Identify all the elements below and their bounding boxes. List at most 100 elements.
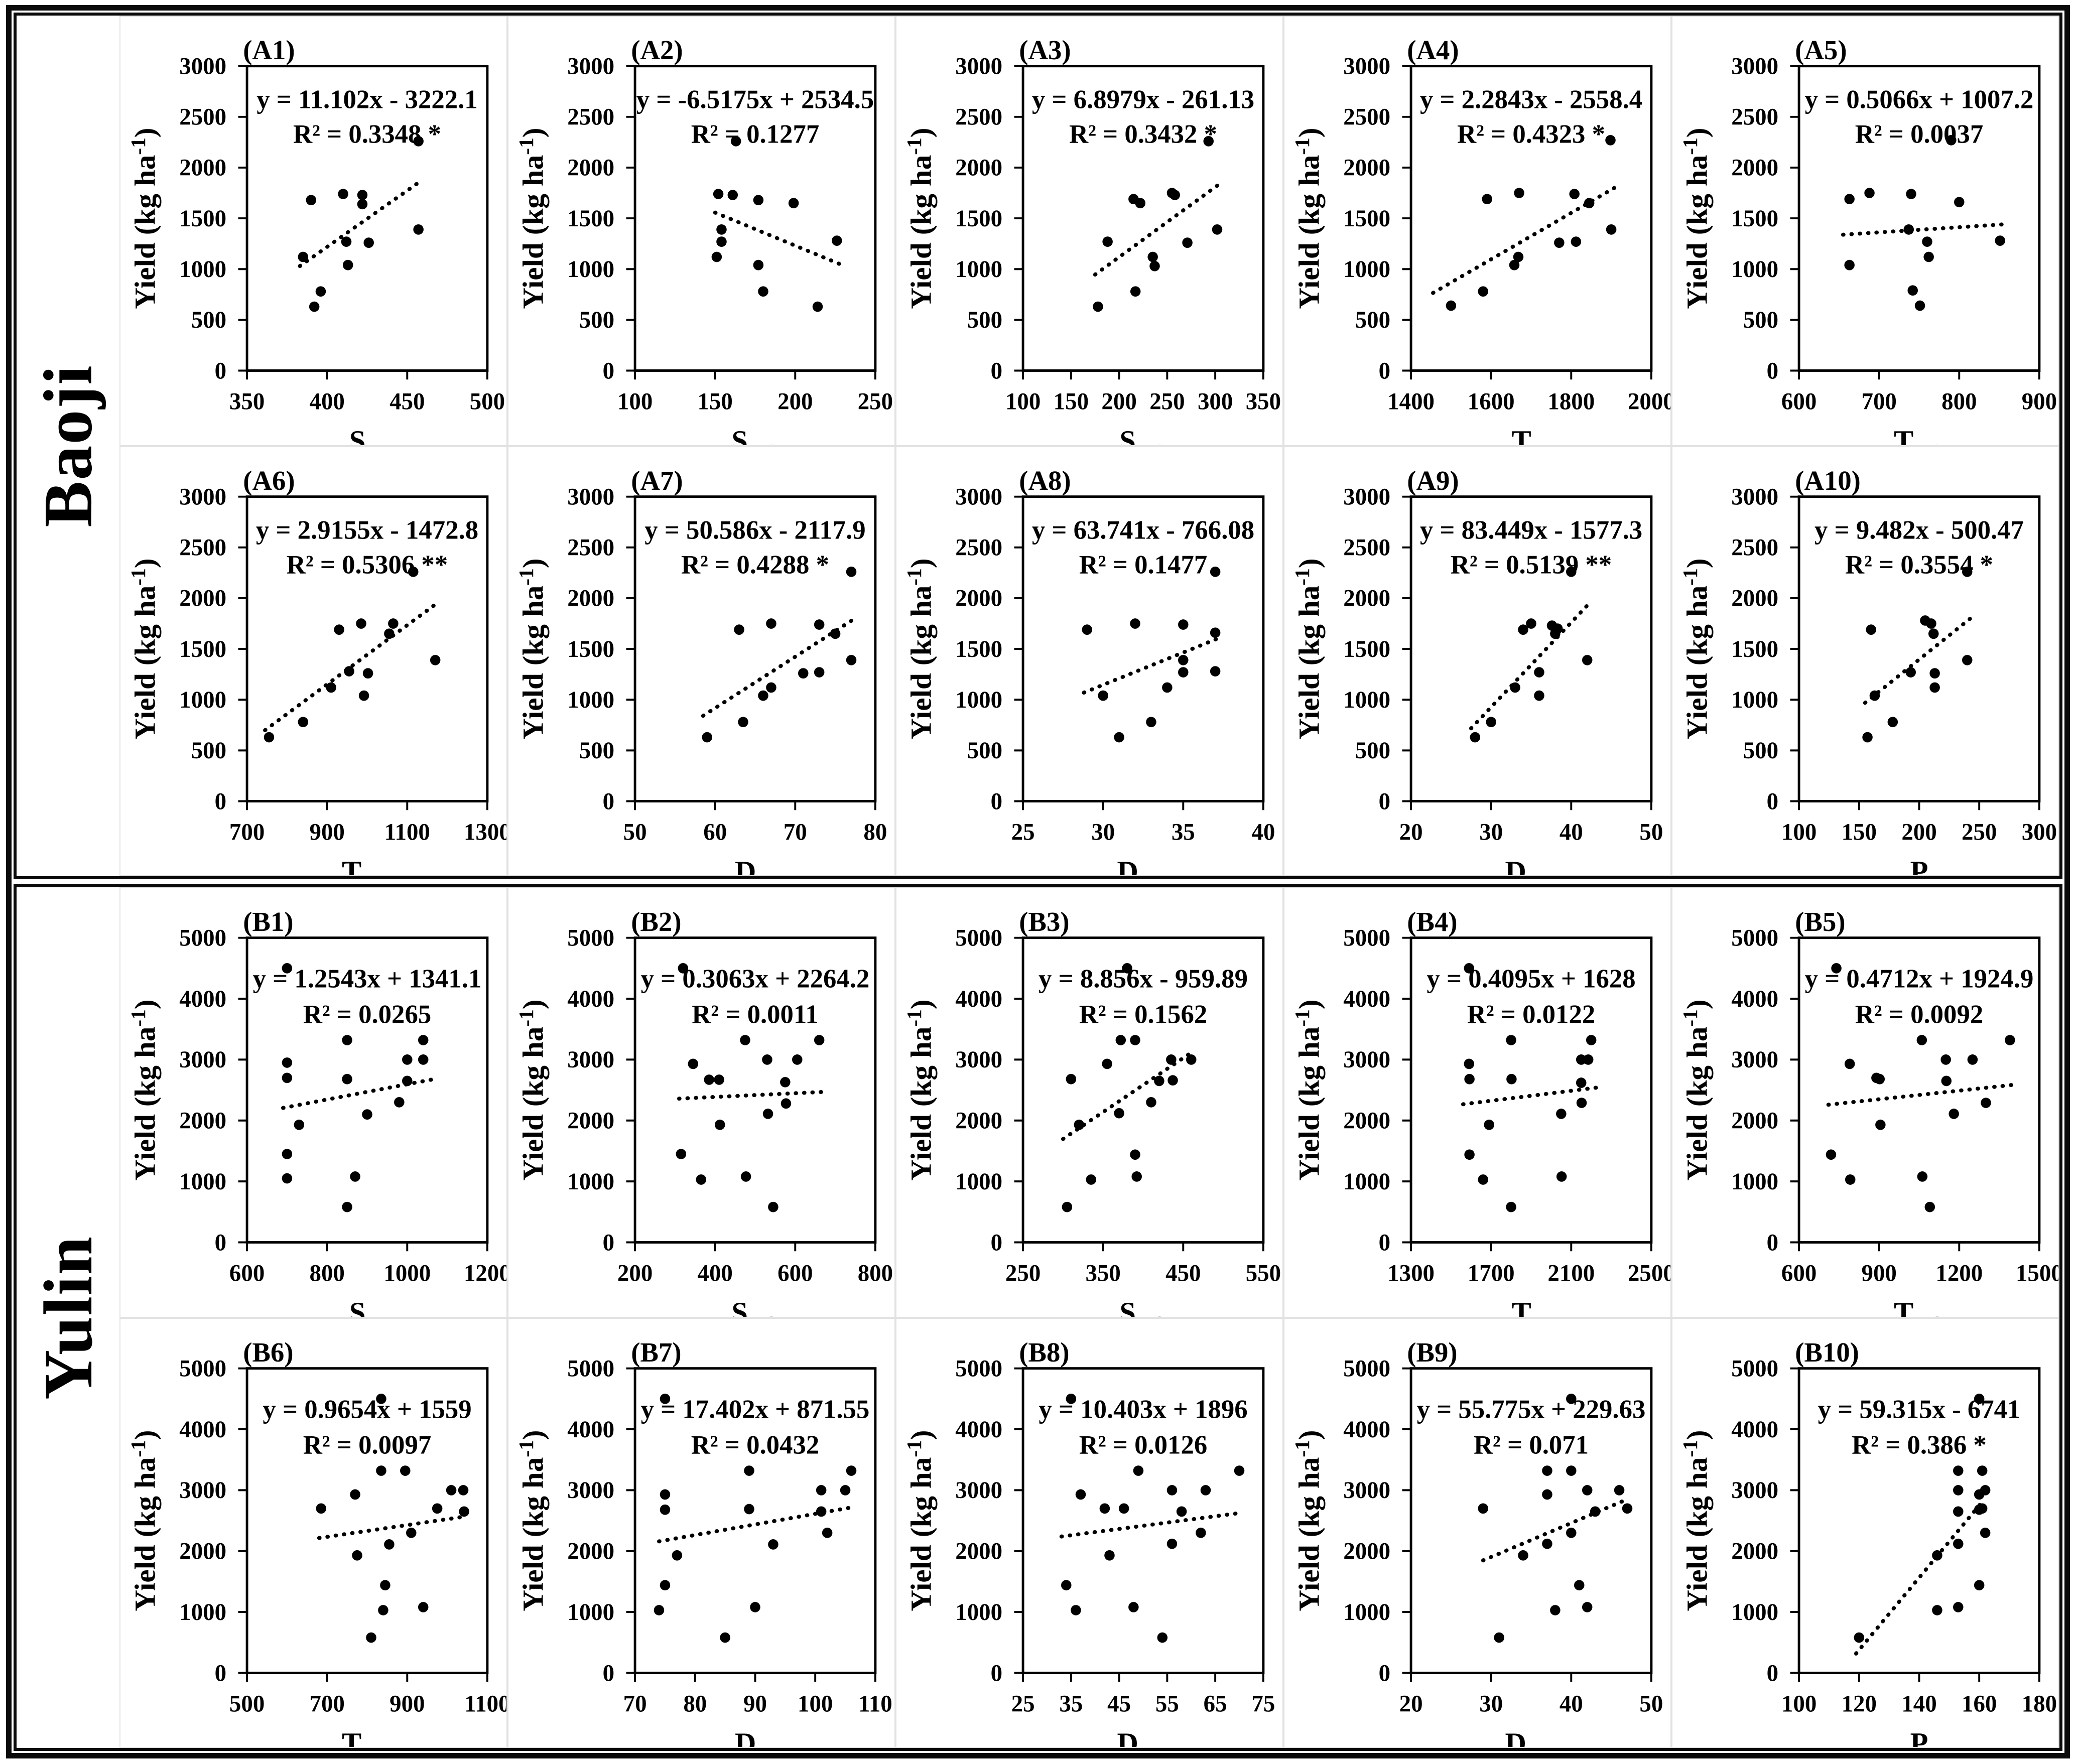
y-tick-label: 0 — [603, 1660, 614, 1686]
equation-text: y = 59.315x - 6741 — [1818, 1395, 2021, 1424]
x-tick-label: 600 — [1781, 388, 1817, 415]
data-point — [1953, 1601, 1964, 1612]
data-point — [1102, 236, 1113, 247]
panel-a3-chart: 0 500 1000 1500 2000 2500 3000 100 150 200 250 300 3… — [895, 16, 1283, 446]
y-axis-label: Yield (kg ha-1) — [126, 1430, 161, 1611]
data-point — [1464, 963, 1475, 974]
y-axis-label: Yield (kg ha-1) — [1290, 558, 1325, 739]
data-point — [1082, 624, 1093, 635]
data-point — [1166, 1054, 1177, 1065]
x-tick-label: 150 — [1842, 819, 1877, 845]
y-axis-label: Yield (kg ha-1) — [514, 999, 549, 1180]
data-point — [1953, 1506, 1964, 1517]
data-point — [1980, 1484, 1991, 1496]
x-tick-label: 30 — [1091, 819, 1115, 845]
data-point — [1478, 286, 1488, 297]
data-point — [306, 195, 317, 206]
plot-box — [633, 1367, 877, 1674]
x-tick-label: 1100 — [464, 1691, 506, 1717]
trend-line — [1082, 634, 1224, 695]
x-tick-label: 35 — [1059, 1691, 1083, 1717]
data-point — [744, 1504, 754, 1514]
panel-a4-chart: 0 500 1000 1500 2000 2500 3000 1400 1600 1800 2000… — [1283, 16, 1671, 446]
data-point — [326, 682, 336, 693]
data-point — [1914, 300, 1925, 311]
data-point — [1844, 1058, 1855, 1069]
data-point — [846, 1465, 857, 1476]
y-tick-label: 3000 — [955, 1047, 1002, 1073]
plot-box — [245, 1367, 489, 1674]
data-point — [1210, 627, 1221, 638]
panel-a5-chart: 0 500 1000 1500 2000 2500 3000 600 700 800 900 (A5)… — [1671, 16, 2059, 446]
panel-b1-chart: 0 1000 2000 3000 4000 5000 600 800 1000 1200 (B1) y… — [119, 887, 507, 1318]
y-tick-label: 3000 — [179, 1047, 226, 1073]
x-tick-label: 250 — [858, 388, 893, 415]
data-point — [740, 1035, 750, 1045]
x-tick-label: 110 — [858, 1691, 892, 1717]
y-tick-label: 0 — [991, 358, 1002, 384]
x-tick-label: 45 — [1107, 1691, 1131, 1717]
data-point — [1905, 666, 1916, 677]
y-axis-label: Yield (kg ha-1) — [514, 127, 549, 309]
x-axis-label: TRG — [342, 855, 393, 875]
section-label-yulin: Yulin — [30, 1235, 107, 1400]
y-tick-label: 0 — [603, 788, 614, 815]
data-point — [1584, 198, 1595, 209]
panel-a6-chart: 0 500 1000 1500 2000 2500 3000 700 900 1100 1300 (A… — [119, 446, 507, 876]
data-point — [358, 690, 369, 701]
x-tick-label: 1300 — [464, 819, 506, 845]
x-tick-label: 900 — [2022, 388, 2057, 415]
x-tick-label: 400 — [698, 1260, 733, 1286]
y-tick-label: 5000 — [567, 925, 614, 951]
x-axis-label: DRG — [1505, 1727, 1558, 1747]
equation-text: y = 63.741x - 766.08 — [1032, 515, 1254, 545]
x-tick-label: 900 — [310, 819, 345, 845]
data-point — [1130, 1035, 1140, 1045]
y-tick-label: 2000 — [1343, 1538, 1390, 1564]
data-point — [1167, 1075, 1178, 1086]
data-point — [1114, 1108, 1124, 1119]
data-point — [1162, 682, 1173, 693]
data-point — [816, 1506, 827, 1517]
trend-line — [1826, 1082, 2015, 1107]
y-tick-label: 2500 — [179, 104, 226, 130]
data-point — [1464, 1058, 1475, 1069]
trend-line — [713, 210, 842, 266]
panel-label: (A3) — [1019, 35, 1071, 65]
y-axis-label: Yield (kg ha-1) — [902, 558, 937, 739]
y-tick-label: 2000 — [1731, 585, 1778, 611]
equation-text: y = 83.449x - 1577.3 — [1420, 515, 1642, 545]
y-tick-label: 0 — [991, 788, 1002, 815]
x-tick-label: 200 — [777, 388, 813, 415]
y-tick-label: 2000 — [179, 1538, 226, 1564]
r-squared-text: R² = 0.0432 — [691, 1430, 819, 1459]
data-point — [418, 1601, 429, 1612]
data-point — [342, 259, 353, 270]
y-tick-label: 2500 — [1731, 104, 1778, 130]
data-point — [1066, 1393, 1077, 1404]
y-tick-label: 5000 — [179, 1355, 226, 1382]
data-point — [1182, 237, 1193, 248]
data-point — [1844, 259, 1855, 270]
data-point — [727, 190, 738, 200]
x-axis-label: SRG — [1119, 425, 1166, 445]
r-squared-text: R² = 0.1477 — [1079, 550, 1207, 579]
data-point — [1534, 690, 1544, 701]
data-point — [380, 1579, 391, 1590]
data-point — [1826, 1149, 1837, 1160]
data-point — [2005, 1035, 2015, 1045]
x-axis-label: SM — [349, 425, 385, 445]
y-axis-label: Yield (kg ha-1) — [514, 558, 549, 739]
data-point — [1586, 1035, 1597, 1045]
data-point — [413, 135, 424, 147]
equation-text: y = 9.482x - 500.47 — [1814, 515, 2024, 545]
trend-line — [1841, 222, 2008, 237]
data-point — [282, 1173, 293, 1184]
x-tick-label: 200 — [617, 1260, 653, 1286]
y-tick-label: 1000 — [1343, 687, 1390, 713]
y-tick-label: 1000 — [567, 687, 614, 713]
data-point — [1178, 619, 1189, 630]
data-point — [1534, 666, 1544, 677]
data-point — [1940, 1054, 1951, 1065]
data-point — [1196, 1527, 1206, 1538]
